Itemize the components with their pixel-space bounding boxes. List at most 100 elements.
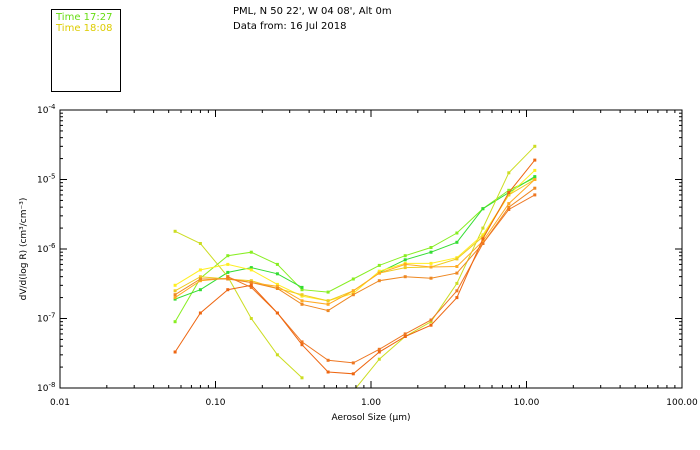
series-2-line bbox=[174, 267, 303, 300]
series-1-point bbox=[300, 288, 304, 292]
series-6-point bbox=[326, 299, 330, 303]
series-5-point bbox=[533, 168, 537, 172]
series-7-point bbox=[275, 284, 279, 288]
y-tick-base: 10 bbox=[37, 315, 49, 325]
series-4-line bbox=[355, 145, 536, 388]
series-6-point bbox=[403, 266, 407, 270]
series-10-point bbox=[300, 343, 304, 347]
series-5-point bbox=[377, 269, 381, 273]
x-axis-label: Aerosol Size (µm) bbox=[332, 413, 411, 423]
series-7-point bbox=[173, 296, 177, 300]
y-tick-exponent: -8 bbox=[48, 381, 55, 389]
series-7-point bbox=[198, 279, 202, 283]
series-10-point bbox=[507, 191, 511, 194]
series-9-line bbox=[227, 194, 536, 364]
station-header: PML, N 50 22', W 04 08', Alt 0m bbox=[233, 6, 392, 17]
series-group bbox=[173, 144, 537, 393]
x-tick-label: 100.00 bbox=[666, 398, 698, 408]
series-8-point bbox=[326, 309, 330, 313]
series-9-point bbox=[429, 318, 433, 322]
series-8-point bbox=[507, 205, 511, 209]
series-1-point bbox=[377, 263, 381, 267]
series-10-point bbox=[377, 350, 381, 354]
series-7-point bbox=[300, 299, 304, 303]
series-4-point bbox=[507, 171, 511, 175]
series-1-point bbox=[226, 254, 230, 258]
series-4-point bbox=[377, 357, 381, 361]
series-10-point bbox=[429, 323, 433, 327]
series-7-point bbox=[429, 265, 433, 269]
series-1-line bbox=[174, 177, 536, 322]
plot-frame bbox=[59, 109, 683, 389]
series-1-point bbox=[429, 246, 433, 249]
series-7-point bbox=[481, 239, 485, 243]
series-10-point bbox=[275, 311, 279, 315]
data-from-header: Data from: 16 Jul 2018 bbox=[233, 21, 347, 32]
series-10-point bbox=[351, 372, 355, 376]
series-10-point bbox=[226, 288, 230, 292]
series-9-point bbox=[481, 242, 485, 245]
legend-item-time-1727: Time 17:27 bbox=[56, 12, 113, 23]
series-3-point bbox=[173, 229, 177, 233]
series-9-point bbox=[300, 340, 304, 344]
series-1-point bbox=[455, 231, 459, 235]
series-6-point bbox=[249, 279, 253, 283]
series-3-point bbox=[198, 242, 202, 245]
series-1-point bbox=[403, 254, 407, 258]
series-10-point bbox=[455, 296, 459, 300]
series-8-point bbox=[198, 277, 202, 281]
series-10-point bbox=[403, 335, 407, 338]
legend-item-time-1808: Time 18:08 bbox=[56, 23, 113, 34]
series-2-point bbox=[198, 288, 202, 292]
y-tick-base: 10 bbox=[37, 176, 49, 186]
series-3-point bbox=[275, 353, 279, 357]
series-6-point bbox=[481, 235, 485, 239]
series-6-point bbox=[173, 289, 177, 293]
series-10-point bbox=[533, 158, 537, 162]
series-8-point bbox=[351, 293, 355, 297]
series-8-point bbox=[249, 281, 253, 284]
series-5-point bbox=[198, 268, 202, 272]
series-9-point bbox=[326, 358, 330, 362]
series-2-point bbox=[403, 258, 407, 262]
series-1-point bbox=[275, 262, 279, 266]
series-10-point bbox=[481, 237, 485, 241]
y-tick-exponent: -6 bbox=[48, 242, 56, 250]
y-tick-exponent: -5 bbox=[48, 173, 55, 181]
series-8-point bbox=[533, 186, 537, 190]
series-4-point bbox=[352, 390, 355, 393]
y-tick-label: 10-8 bbox=[37, 381, 55, 394]
series-2-point bbox=[533, 175, 537, 179]
series-2-point bbox=[226, 270, 230, 274]
series-2-point bbox=[249, 266, 253, 270]
series-7-point bbox=[507, 202, 511, 206]
series-9-point bbox=[507, 208, 511, 211]
series-8-point bbox=[275, 287, 279, 290]
series-2-point bbox=[481, 207, 485, 211]
series-8-point bbox=[377, 279, 381, 283]
series-1-point bbox=[326, 290, 330, 294]
y-tick-base: 10 bbox=[37, 384, 49, 394]
series-1-point bbox=[507, 188, 511, 192]
series-5-point bbox=[226, 262, 230, 266]
series-7-point bbox=[533, 178, 537, 181]
series-4-point bbox=[429, 320, 433, 324]
series-6-point bbox=[455, 257, 459, 261]
series-3-point bbox=[249, 317, 253, 320]
series-6-line bbox=[174, 179, 536, 302]
series-6-point bbox=[507, 193, 511, 197]
y-tick-label: 10-4 bbox=[37, 103, 56, 116]
series-1-point bbox=[173, 320, 177, 324]
series-4-point bbox=[455, 281, 459, 285]
x-tick-label: 1.00 bbox=[361, 398, 381, 408]
series-5-line bbox=[174, 170, 536, 302]
y-axis-label: dV/d(log R) (cm³/cm⁻³) bbox=[19, 198, 29, 301]
series-5-point bbox=[429, 261, 433, 265]
series-10-line bbox=[174, 159, 536, 375]
series-9-point bbox=[455, 289, 459, 293]
x-tick-label: 0.01 bbox=[50, 398, 70, 408]
series-9-point bbox=[226, 275, 230, 279]
series-10-point bbox=[249, 283, 253, 287]
series-7-point bbox=[351, 289, 355, 293]
